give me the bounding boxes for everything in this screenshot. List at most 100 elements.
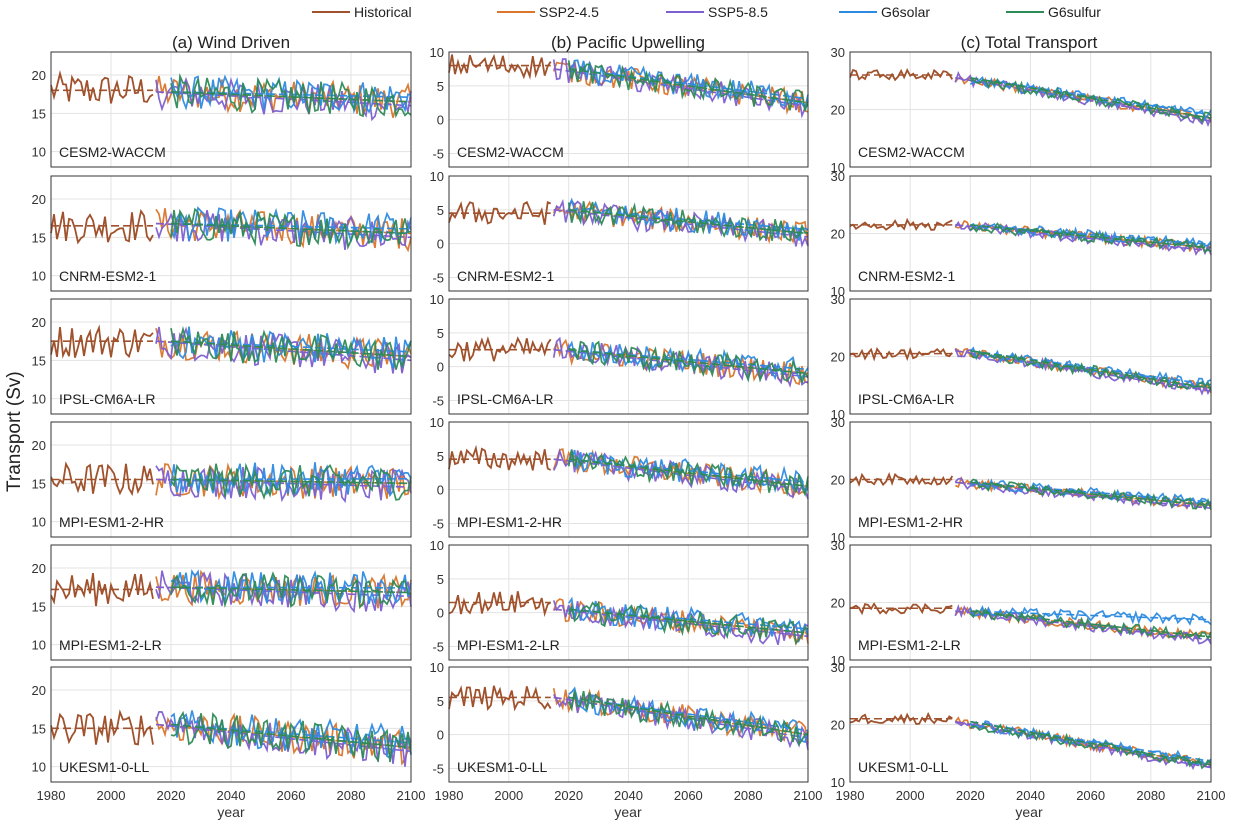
panel-c-3: 10 20 30 IPSL-CM6A-LR — [831, 292, 1212, 422]
model-label: CESM2-WACCM — [858, 144, 965, 160]
x-tick-label: 2020 — [956, 788, 985, 803]
y-tick-label: 15 — [32, 721, 46, 736]
trend-ssp5-8-5 — [155, 478, 412, 488]
x-tick-label: 2100 — [397, 788, 426, 803]
model-label: CESM2-WACCM — [457, 144, 564, 160]
series-historical — [50, 70, 154, 104]
series-g6solar — [567, 59, 809, 111]
model-label: MPI-ESM1-2-LR — [457, 637, 560, 653]
series-historical — [849, 346, 953, 362]
y-tick-label: -5 — [432, 761, 444, 776]
panel-c-1: 10 20 30 CESM2-WACCM — [831, 45, 1212, 175]
legend-label: G6sulfur — [1048, 4, 1101, 20]
x-tick-label: 2000 — [97, 788, 126, 803]
y-tick-label: 15 — [32, 106, 46, 121]
series-historical — [448, 200, 552, 225]
series-g6sulfur — [969, 478, 1212, 511]
x-tick-label: 2100 — [1197, 788, 1226, 803]
panel-frame — [849, 175, 1212, 292]
y-tick-label: 5 — [437, 203, 444, 218]
y-tick-label: 15 — [32, 599, 46, 614]
panel-frame — [849, 421, 1212, 538]
series-historical — [448, 53, 552, 80]
x-tick-label: 2060 — [277, 788, 306, 803]
x-tick-label: 2040 — [217, 788, 246, 803]
model-label: UKESM1-0-LL — [59, 759, 149, 775]
y-tick-label: 10 — [831, 653, 845, 668]
y-tick-label: 30 — [831, 45, 845, 60]
y-tick-label: 10 — [32, 638, 46, 653]
panel-frame — [448, 421, 809, 538]
model-label: UKESM1-0-LL — [457, 759, 547, 775]
legend-swatch — [1006, 11, 1044, 13]
y-tick-label: 10 — [430, 45, 444, 60]
x-axis-label-c: year — [1015, 804, 1043, 820]
panel-frame — [849, 298, 1212, 415]
y-tick-label: 20 — [831, 473, 845, 488]
series-historical — [50, 572, 154, 607]
trend-g6sulfur — [970, 481, 1212, 507]
panel-frame — [50, 544, 412, 661]
series-g6solar — [170, 462, 412, 498]
model-label: CNRM-ESM2-1 — [59, 268, 156, 284]
trend-g6solar — [970, 610, 1212, 621]
series-g6sulfur — [568, 340, 809, 384]
series-g6solar — [170, 206, 412, 246]
y-tick-label: 30 — [831, 169, 845, 184]
panel-frame — [448, 666, 809, 783]
x-tick-label: 2000 — [494, 788, 523, 803]
panel-frame — [50, 175, 412, 292]
y-tick-label: 20 — [831, 227, 845, 242]
legend-label: G6solar — [881, 4, 931, 20]
trend-g6sulfur — [170, 478, 412, 485]
x-tick-label: 2000 — [896, 788, 925, 803]
panel-b-2: -5 0 5 10 CNRM-ESM2-1 — [430, 169, 809, 292]
series-g6sulfur — [969, 349, 1212, 392]
x-tick-label: 2100 — [794, 788, 823, 803]
y-tick-label: 5 — [437, 572, 444, 587]
panel-frame — [849, 666, 1212, 783]
panel-frame — [448, 298, 809, 415]
series-historical — [849, 472, 954, 487]
series-g6sulfur — [567, 201, 809, 242]
panel-c-5: 10 20 30 MPI-ESM1-2-LR — [831, 538, 1212, 668]
panel-b-6: -5 0 5 10 UKESM1-0-LL 1980 2000 2020 2040 2060 208… — [430, 660, 823, 803]
y-tick-label: 10 — [430, 660, 444, 675]
series-historical — [448, 685, 552, 712]
panel-b-3: -5 0 5 10 IPSL-CM6A-LR — [430, 292, 809, 415]
trend-g6sulfur — [568, 696, 809, 736]
legend-item: SSP2-4.5 — [497, 2, 599, 22]
model-label: CNRM-ESM2-1 — [858, 268, 955, 284]
panel-frame — [448, 51, 809, 168]
y-tick-label: 30 — [831, 538, 845, 553]
y-tick-label: 20 — [32, 192, 46, 207]
x-tick-label: 2080 — [1136, 788, 1165, 803]
panel-frame — [50, 298, 412, 415]
panel-frame — [50, 421, 412, 538]
panel-frame — [448, 175, 809, 292]
y-tick-label: 15 — [32, 230, 46, 245]
series-g6sulfur — [170, 207, 412, 251]
y-axis-label: Transport (Sv) — [4, 371, 25, 492]
trend-ssp5-8-5 — [955, 610, 1212, 641]
y-tick-label: 10 — [831, 284, 845, 299]
series-g6sulfur — [969, 723, 1212, 770]
column-title-c: (c) Total Transport — [960, 33, 1098, 52]
panel-a-5: 10 15 20 MPI-ESM1-2-LR — [32, 544, 412, 661]
panel-frame — [448, 544, 809, 661]
y-tick-label: -5 — [432, 393, 444, 408]
series-historical — [448, 336, 552, 362]
y-tick-label: 30 — [831, 660, 845, 675]
y-tick-label: 10 — [430, 292, 444, 307]
model-label: MPI-ESM1-2-LR — [858, 637, 961, 653]
panel-a-6: 10 15 20 UKESM1-0-LL 1980 2000 2020 2040 2060 208… — [32, 666, 426, 803]
y-tick-label: 10 — [831, 775, 845, 790]
panel-b-1: -5 0 5 10 CESM2-WACCM — [430, 45, 809, 168]
series-g6sulfur — [567, 60, 809, 112]
trend-ssp5-8-5 — [553, 696, 809, 739]
trend-g6sulfur — [170, 340, 412, 358]
x-tick-label: 2040 — [614, 788, 643, 803]
y-tick-label: 20 — [831, 103, 845, 118]
series-g6solar — [969, 222, 1212, 249]
